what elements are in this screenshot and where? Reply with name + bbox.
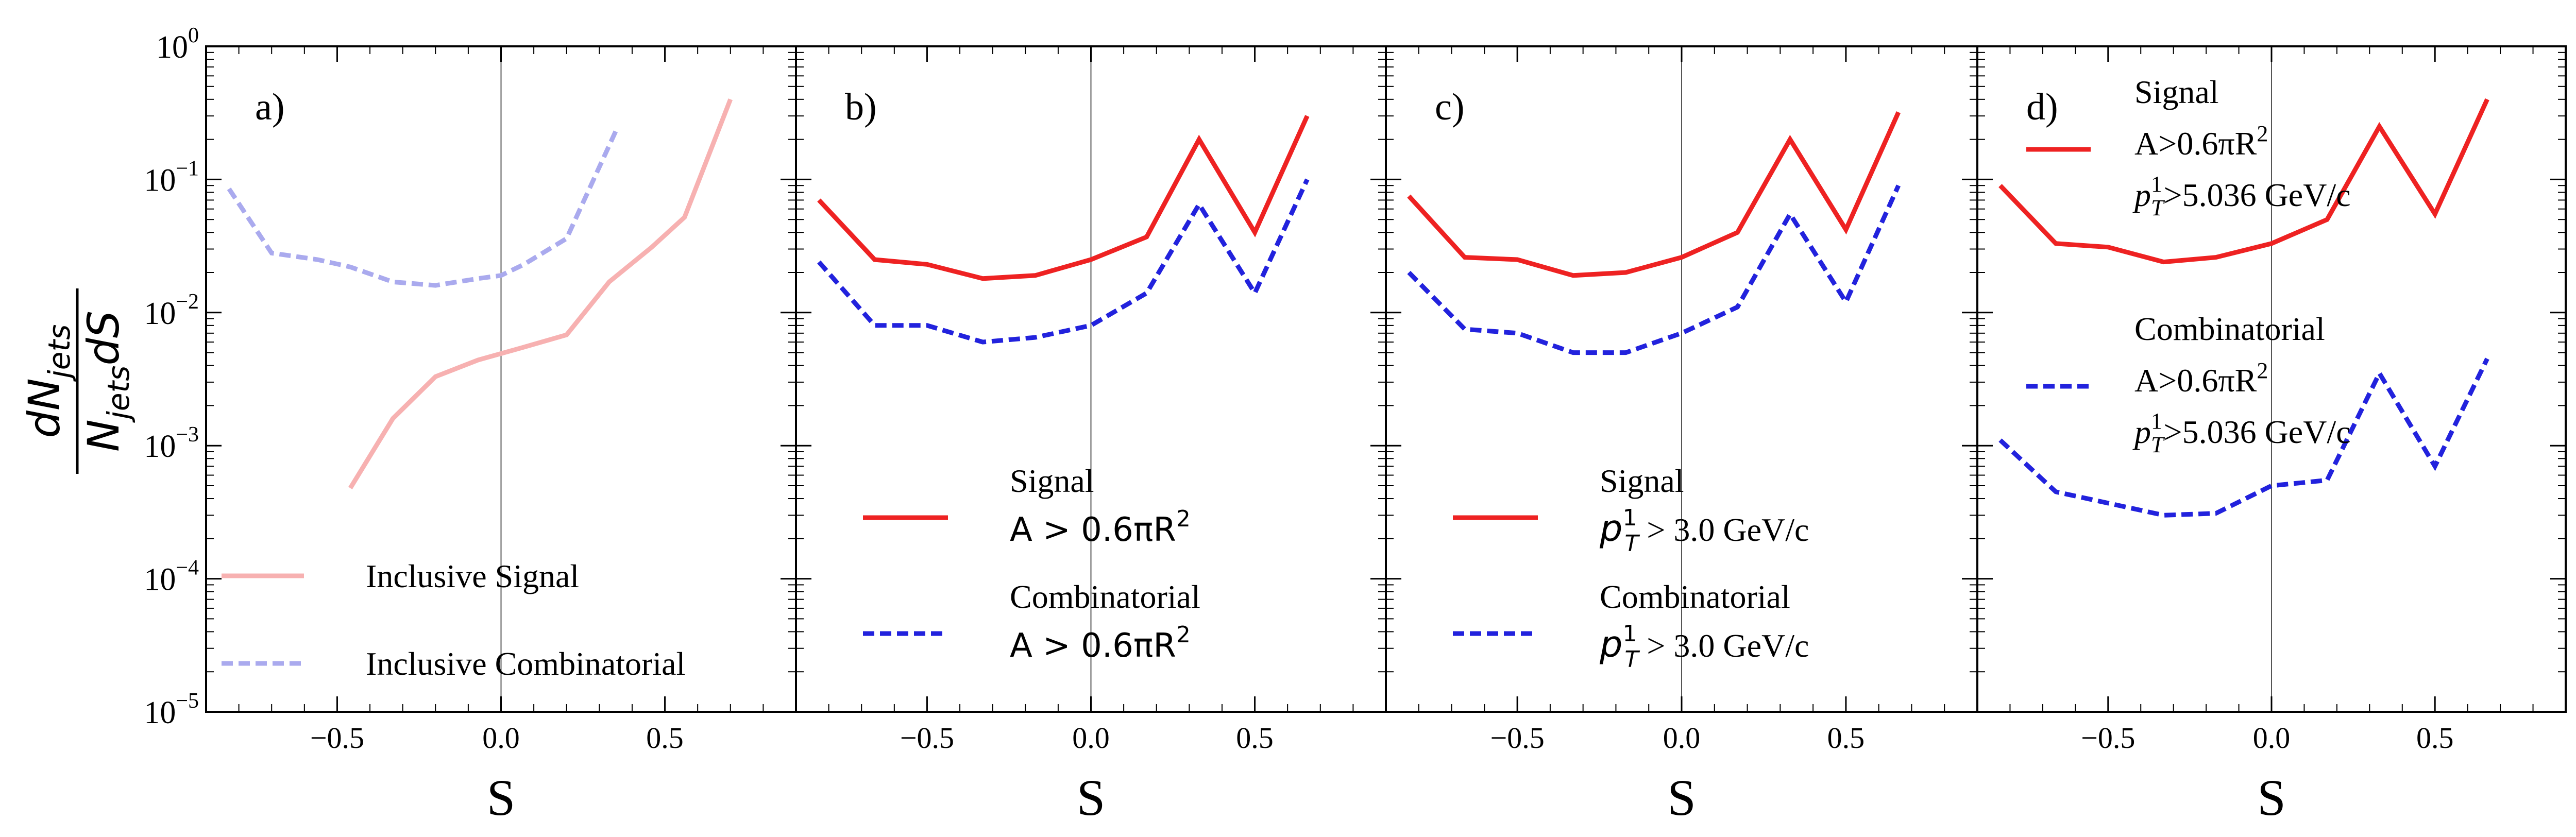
panel-label: d) <box>2026 86 2058 128</box>
legend-label: Combinatorial <box>2134 311 2325 347</box>
x-axis-label: S <box>2257 769 2286 826</box>
legend-subtitle: A > 0.6πR2 <box>1010 622 1191 665</box>
panels: −0.5 0.0 0.5 S 100 10−1 10−2 10−3 10−4 10−5 a) Incl… <box>144 24 2567 826</box>
y-label-denominator: NjetsdS <box>78 311 136 452</box>
panel-3: −0.5 0.0 0.5 Sc) Signal p1 T > 3.0 GeV/c Combin… <box>1385 45 1978 826</box>
legend: Inclusive Signal Inclusive Combinatorial <box>222 558 685 682</box>
x-tick-label: 0.0 <box>482 721 520 755</box>
legend: Signal A>0.6πR2 p1 T>5.036 GeV/c Combinatori… <box>2026 74 2351 457</box>
x-tick-label: −0.5 <box>1490 721 1545 755</box>
plot-frame <box>1976 45 2567 713</box>
legend-subtitle: p1 T>5.036 GeV/c <box>2132 408 2351 457</box>
x-tick-label: 0.0 <box>1072 721 1110 755</box>
x-axis-label: S <box>487 769 516 826</box>
x-axis-label: S <box>1077 769 1106 826</box>
x-tick-label: 0.5 <box>1236 721 1274 755</box>
legend: Signal A > 0.6πR2 Combinatorial A > 0.6πR2 <box>863 463 1200 665</box>
y-tick-exponent: −2 <box>176 290 199 314</box>
series-line-combinatorial <box>817 178 1310 345</box>
x-tick-label: −0.5 <box>310 721 364 755</box>
y-tick-exponent: −3 <box>176 423 199 447</box>
panel-4: −0.5 0.0 0.5 Sd) Signal A>0.6πR2 p1 T>5.036 GeV… <box>1976 45 2567 826</box>
y-tick-label: 10−2 <box>144 290 199 331</box>
legend-label: Signal <box>1010 463 1094 499</box>
legend-label: Signal <box>2134 74 2219 110</box>
series-line-combinatorial <box>1998 357 2489 518</box>
x-axis-label: S <box>1667 769 1696 826</box>
legend-label: Combinatorial <box>1600 578 1790 615</box>
tick-marks <box>796 46 1386 713</box>
legend-label: Combinatorial <box>1010 578 1200 615</box>
y-label-numerator: dNjets <box>19 324 77 438</box>
x-tick-label: 0.0 <box>1663 721 1701 755</box>
legend-subtitle: A>0.6πR2 <box>2134 358 2268 399</box>
legend-subtitle: p1 T > 3.0 GeV/c <box>1599 621 1809 673</box>
y-tick-label: 10−3 <box>144 423 199 464</box>
series-line-signal <box>817 115 1310 281</box>
legend-label: Inclusive Combinatorial <box>366 645 685 682</box>
series-line-combinatorial <box>1407 184 1901 355</box>
legend-label: Inclusive Signal <box>366 558 579 594</box>
tick-marks <box>206 46 796 713</box>
y-tick-exponent: −4 <box>176 556 199 580</box>
x-tick-label: 0.5 <box>2416 721 2454 755</box>
y-tick-label: 100 <box>156 24 199 65</box>
panel-label: b) <box>845 86 877 128</box>
series-line-inclusive-signal <box>348 98 733 489</box>
x-tick-label: 0.0 <box>2253 721 2291 755</box>
x-tick-label: −0.5 <box>900 721 954 755</box>
series-lines <box>227 98 733 489</box>
series-line-inclusive-combinatorial <box>227 130 618 288</box>
x-tick-label: 0.5 <box>1827 721 1865 755</box>
panel-2: −0.5 0.0 0.5 Sb) Signal A > 0.6πR2 Combinatori… <box>795 45 1387 826</box>
series-lines <box>1407 111 1901 355</box>
legend: Signal p1 T > 3.0 GeV/c Combinatorial p1 T > … <box>1453 463 1809 673</box>
series-line-signal <box>1407 111 1901 278</box>
legend-subtitle: p1 T > 3.0 GeV/c <box>1599 505 1809 557</box>
legend-label: Signal <box>1600 463 1684 499</box>
legend-subtitle: A > 0.6πR2 <box>1010 506 1191 549</box>
series-lines <box>817 115 1310 345</box>
x-tick-label: 0.5 <box>646 721 684 755</box>
y-tick-exponent: 0 <box>188 24 199 47</box>
panel-1: −0.5 0.0 0.5 S 100 10−1 10−2 10−3 10−4 10−5 a) Incl… <box>144 24 797 826</box>
x-tick-label: −0.5 <box>2081 721 2135 755</box>
y-tick-exponent: −5 <box>176 689 199 713</box>
series-lines <box>1998 98 2489 518</box>
y-tick-exponent: −1 <box>176 157 199 180</box>
y-tick-label: 10−4 <box>144 556 199 597</box>
tick-marks <box>1386 46 1977 713</box>
legend-subtitle: A>0.6πR2 <box>2134 121 2268 162</box>
y-tick-label: 10−1 <box>144 157 199 198</box>
y-tick-label: 10−5 <box>144 689 199 730</box>
panel-label: c) <box>1435 86 1465 128</box>
legend-subtitle: p1 T>5.036 GeV/c <box>2132 172 2351 220</box>
series-line-signal <box>1998 98 2489 265</box>
panel-label: a) <box>255 86 285 128</box>
